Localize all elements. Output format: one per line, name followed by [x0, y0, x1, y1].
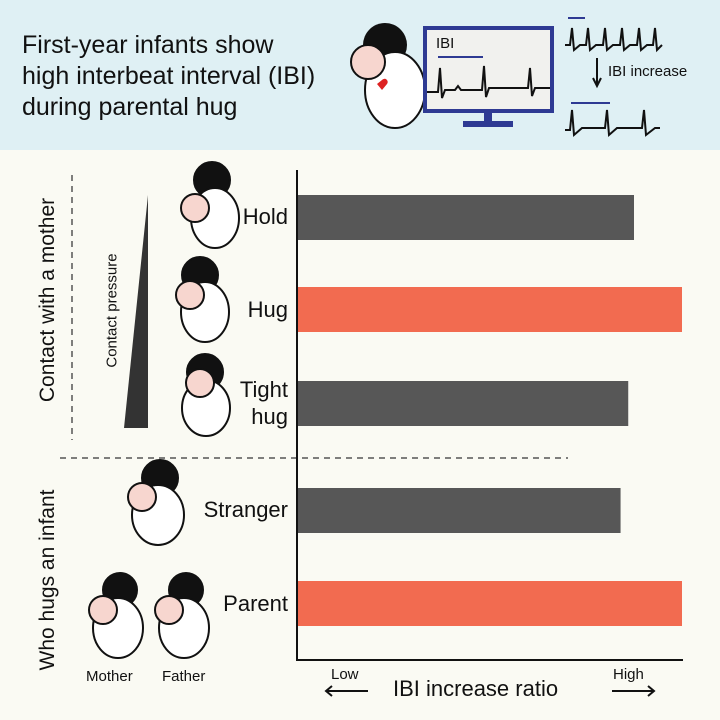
father-label: Father	[162, 668, 206, 685]
hug-figures-icon	[88, 161, 240, 659]
pressure-wedge-icon	[124, 195, 148, 428]
x-axis-title: IBI increase ratio	[393, 676, 559, 701]
axis-arrows-icon	[324, 685, 656, 697]
group-label-who: Who hugs an infant	[36, 489, 59, 671]
x-low-label: Low	[331, 666, 359, 683]
mother-label: Mother	[86, 668, 133, 685]
x-high-label: High	[613, 666, 644, 683]
bar-stranger	[298, 488, 621, 533]
group-label-contact: Contact with a mother	[36, 197, 59, 403]
bar-parent	[298, 581, 682, 626]
ecg-traces-icon	[565, 17, 663, 138]
bar-label-parent: Parent	[223, 591, 288, 616]
mother-hugging-baby-icon	[350, 23, 426, 129]
ecg-monitor-icon	[423, 26, 554, 127]
bar-hug	[298, 287, 682, 332]
bar-hold	[298, 195, 634, 240]
bar-label-stranger: Stranger	[203, 497, 288, 522]
monitor-ibi-label: IBI	[436, 35, 455, 52]
bar-label-tight-hug: Tight hug	[239, 377, 288, 429]
bar-label-hold: Hold	[242, 204, 288, 229]
page-title: First-year infants show high interbeat i…	[22, 31, 316, 121]
bar-tight-hug	[298, 381, 629, 426]
pressure-label: Contact pressure	[103, 253, 121, 368]
bar-label-hug: Hug	[247, 297, 288, 322]
ibi-increase-label: IBI increase	[608, 63, 688, 80]
